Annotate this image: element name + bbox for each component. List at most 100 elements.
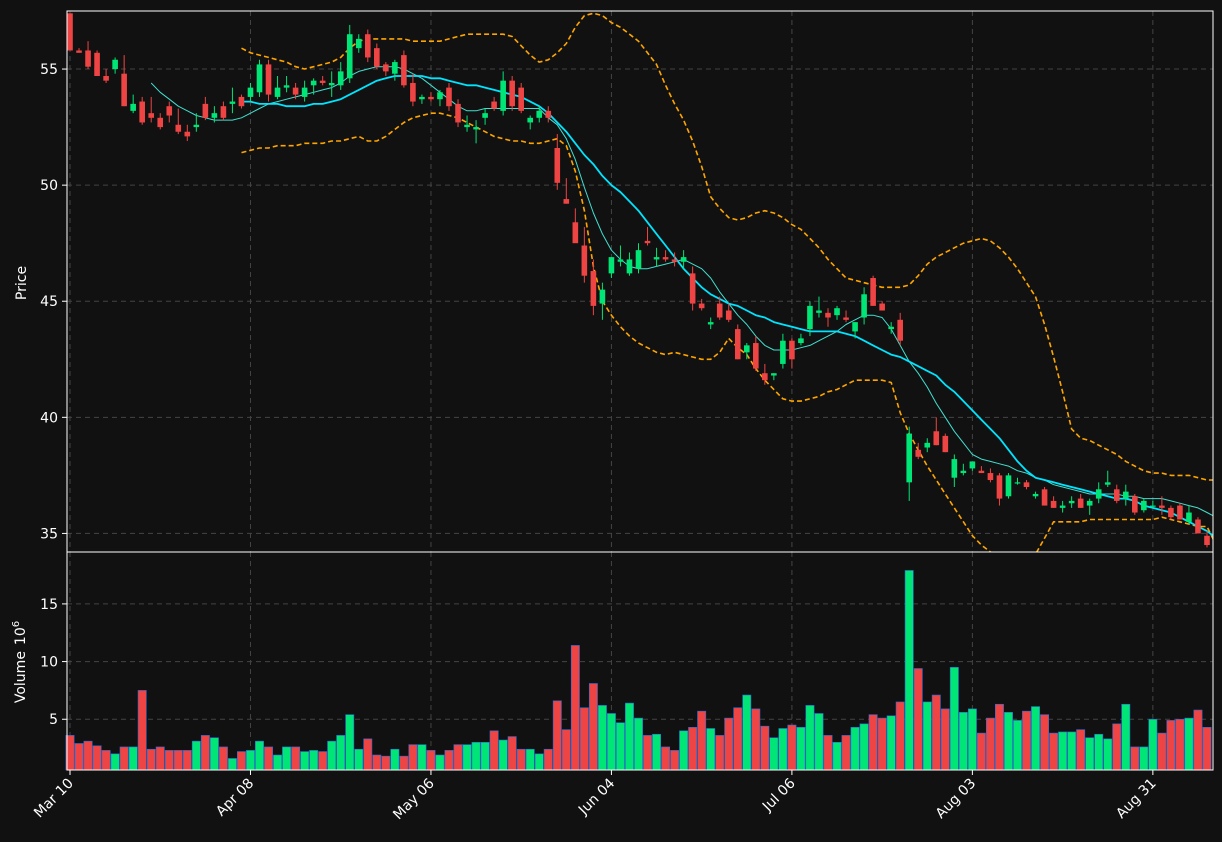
candle-body — [130, 103, 136, 111]
volume-bar — [399, 755, 409, 771]
volume-bar — [823, 735, 833, 771]
volume-bar — [525, 748, 535, 771]
volume-bar — [390, 748, 400, 771]
volume-bar — [913, 668, 923, 771]
volume-bar — [1040, 714, 1050, 771]
candle-body — [337, 71, 344, 86]
volume-bar — [1193, 709, 1203, 771]
volume-bar — [796, 727, 806, 771]
candle-body — [500, 80, 506, 111]
candle-body — [1086, 500, 1093, 506]
candle-body — [581, 245, 588, 276]
candle-body — [301, 87, 308, 97]
candle-body — [464, 124, 470, 128]
volume-bar — [83, 740, 93, 771]
candle-body — [879, 303, 885, 311]
candle-body — [933, 431, 940, 446]
candle-body — [554, 147, 561, 183]
candle-body — [410, 82, 416, 102]
candle-body — [211, 113, 218, 118]
candle-body — [1023, 482, 1030, 487]
candle-body — [437, 92, 443, 100]
volume-bar — [976, 732, 986, 771]
candle-body — [1168, 507, 1174, 518]
candle-body — [825, 312, 831, 318]
volume-bar — [354, 748, 364, 771]
volume-bar — [570, 645, 580, 771]
volume-bar — [435, 754, 445, 771]
volume-bar — [534, 753, 544, 771]
volume-bar — [1130, 746, 1140, 771]
volume-bar — [300, 751, 310, 771]
candle-body — [1132, 496, 1138, 513]
volume-bar — [625, 702, 634, 771]
price-y-tick-label: 50 — [40, 178, 58, 194]
candle-body — [771, 373, 777, 376]
candle-body — [617, 259, 624, 262]
volume-bar — [760, 725, 770, 771]
candle-body — [834, 308, 840, 316]
volume-bar — [778, 728, 788, 771]
candle-body — [229, 101, 236, 104]
volume-bar — [480, 742, 490, 771]
volume-bar — [119, 746, 129, 771]
candle-body — [798, 338, 804, 344]
volume-axis-label-base: 10 — [13, 627, 29, 645]
volume-bar — [751, 708, 761, 771]
volume-bar — [1094, 733, 1104, 771]
volume-bar — [1202, 727, 1212, 771]
volume-bar — [661, 746, 671, 771]
volume-bar — [706, 728, 716, 771]
volume-bar — [137, 690, 147, 771]
volume-axis-label-text: Volume — [13, 651, 29, 703]
candle-body — [644, 240, 651, 244]
candle-body — [139, 101, 145, 123]
volume-bar — [1139, 746, 1149, 771]
candle-body — [1005, 475, 1012, 497]
candles — [67, 13, 1210, 548]
volume-bar — [1013, 720, 1022, 771]
volume-bar — [922, 701, 932, 771]
volume-bar — [200, 735, 210, 771]
candle-body — [689, 273, 696, 304]
candle-body — [1150, 505, 1156, 507]
candle-body — [951, 459, 958, 478]
volume-bar — [282, 746, 292, 771]
candle-body — [653, 257, 660, 260]
candle-body — [1141, 500, 1147, 511]
volume-bar — [336, 735, 346, 771]
volume-bar — [904, 570, 914, 771]
candle-body — [707, 322, 714, 325]
volume-bar — [588, 683, 598, 771]
candle-body — [265, 64, 272, 95]
volume-bar — [949, 667, 959, 771]
candle-body — [94, 52, 100, 77]
candle-body — [716, 303, 723, 318]
volume-bar — [634, 717, 643, 771]
candle-body — [103, 76, 109, 81]
volume-bar — [832, 742, 842, 771]
candle-body — [942, 435, 949, 453]
volume-bar — [967, 708, 977, 771]
candle-body — [1059, 505, 1066, 508]
candle-body — [256, 64, 263, 93]
volume-bar — [940, 708, 950, 771]
volume-bar — [958, 712, 968, 771]
volume-bar — [1184, 717, 1194, 771]
candle-body — [518, 87, 524, 111]
volume-bar — [1103, 738, 1113, 771]
price-y-tick-label: 35 — [40, 526, 58, 542]
candle-body — [915, 449, 922, 457]
candle-body — [274, 87, 281, 97]
volume-bar — [444, 750, 454, 771]
volume-bar — [128, 746, 138, 771]
candle-body — [725, 310, 732, 320]
candle-body — [1068, 500, 1075, 504]
volume-bar — [426, 750, 436, 771]
volume-bar — [453, 744, 463, 771]
volume-bar — [805, 705, 815, 771]
volume-bar — [1049, 732, 1059, 771]
volume-bars — [65, 570, 1212, 771]
volume-bar — [264, 746, 273, 771]
candle-body — [1204, 535, 1210, 546]
